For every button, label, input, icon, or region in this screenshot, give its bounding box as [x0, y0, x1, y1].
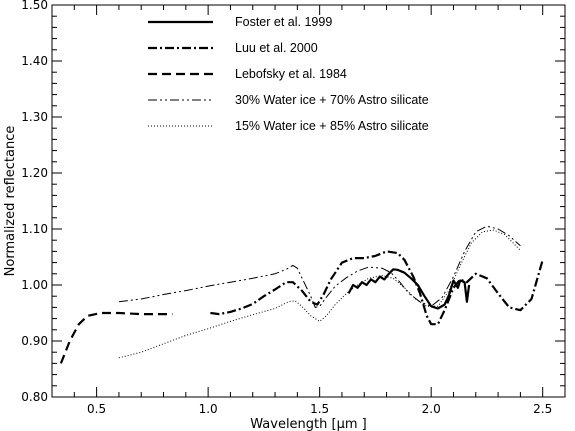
x-tick-label: 1.5: [310, 402, 329, 416]
y-tick-label: 1.30: [21, 110, 48, 124]
legend-label-3: Lebofsky et al. 1984: [235, 67, 347, 81]
y-tick-label: 1.00: [21, 278, 48, 292]
y-tick-label: 1.10: [21, 222, 48, 236]
plot-lines: [59, 225, 544, 364]
legend: Foster et al. 1999 Luu et al. 2000 Lebofsk…: [148, 15, 429, 133]
y-tick-label: 0.90: [21, 334, 48, 348]
y-tick-label: 1.40: [21, 54, 48, 68]
y-tick-label: 1.50: [21, 0, 48, 12]
y-tick-label: 0.80: [21, 390, 48, 404]
axis-ticks: [52, 4, 565, 398]
x-tick-label: 2.5: [533, 402, 552, 416]
x-tick-label: 2.0: [422, 402, 441, 416]
y-axis-title: Normalized reflectance: [3, 126, 18, 277]
plot-frame: [51, 4, 566, 398]
series-line-4: [118, 225, 521, 308]
x-axis-title: Wavelength [μm ]: [250, 417, 366, 431]
x-tick-label: 0.5: [87, 402, 106, 416]
series-line-2: [210, 250, 544, 326]
legend-label-5: 15% Water ice + 85% Astro silicate: [235, 119, 429, 133]
series-line-3: [59, 311, 173, 364]
series-line-1: [347, 268, 471, 310]
axis-tick-labels: 0.5 1.0 1.5 2.0 2.5 0.80 0.90 1.00 1.10 1.20 1.30 1…: [21, 0, 552, 416]
y-tick-label: 1.20: [21, 166, 48, 180]
x-tick-label: 1.0: [199, 402, 218, 416]
legend-label-1: Foster et al. 1999: [235, 15, 332, 29]
legend-label-4: 30% Water ice + 70% Astro silicate: [235, 93, 429, 107]
legend-label-2: Luu et al. 2000: [235, 41, 318, 55]
